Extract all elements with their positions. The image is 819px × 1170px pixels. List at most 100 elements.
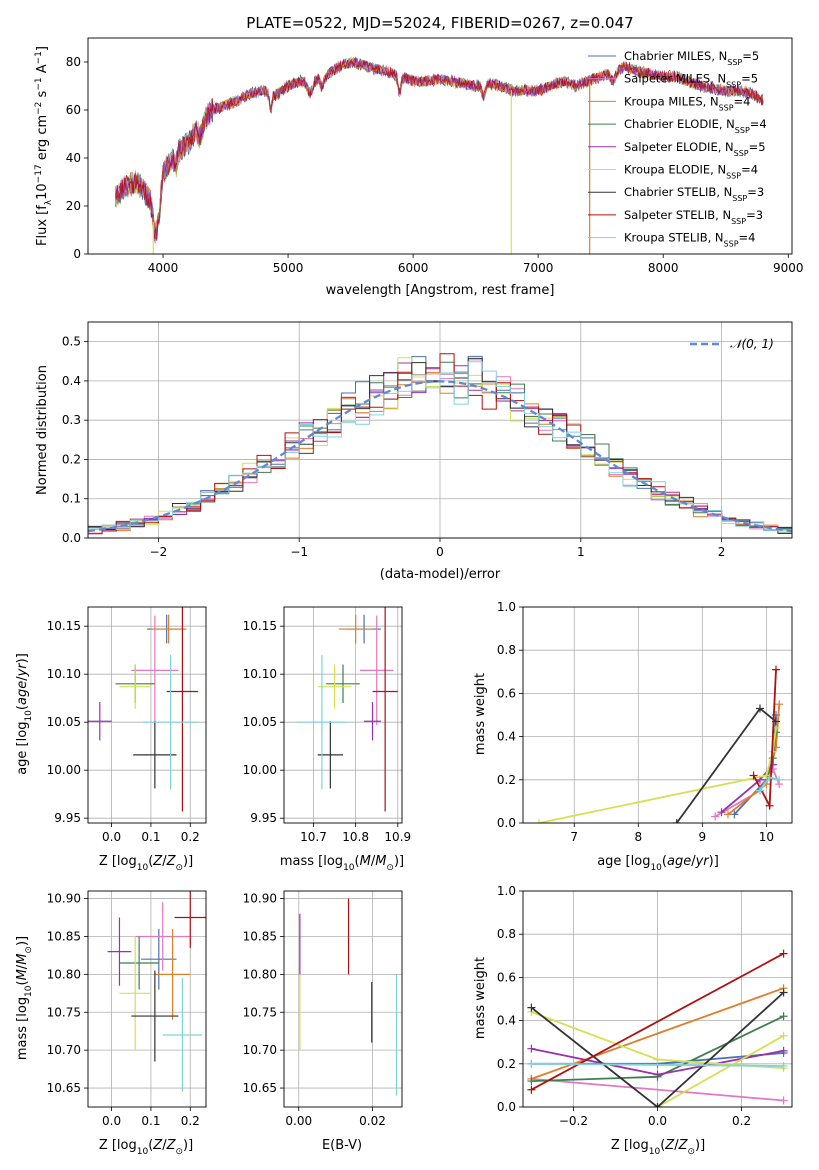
spectrum-title: PLATE=0522, MJD=52024, FIBERID=0267, z=0… xyxy=(246,14,633,32)
legend-label-1: Salpeter MILES, NSSP=5 xyxy=(624,72,758,90)
weight-vs-Z-marker xyxy=(527,1003,536,1012)
mass-vs-EBV-ytick-label: 10.85 xyxy=(243,929,277,943)
residuals-plot-area xyxy=(88,353,792,538)
weight-vs-age-xtick-label: 9 xyxy=(699,830,707,844)
residuals-xtick-label: −1 xyxy=(290,545,308,559)
age-vs-mass-point-4 xyxy=(364,702,381,741)
age-vs-mass-ytick-label: 10.10 xyxy=(243,667,277,681)
weight-vs-age-marker xyxy=(717,808,726,817)
mass-vs-Z-point-8 xyxy=(162,978,203,1092)
legend-label-0: Chabrier MILES, NSSP=5 xyxy=(624,49,759,67)
legend-label-3: Chabrier ELODIE, NSSP=4 xyxy=(624,117,767,135)
weight-vs-Z-ytick-label: 0.8 xyxy=(497,927,516,941)
mass-vs-Z-plot-area xyxy=(107,891,206,1092)
weight-vs-age-ylabel: mass weight xyxy=(473,673,488,755)
mass-vs-Z-panel: 0.0 0.1 0.2 10.65 10.70 10.75 10.80 10.85 10.90 xyxy=(47,890,207,1128)
age-vs-Z-xtick-label: 0.1 xyxy=(141,830,160,844)
weight-vs-Z-marker xyxy=(779,1096,788,1105)
residuals-ytick-label: 0.4 xyxy=(62,374,81,388)
legend-label-6: Chabrier STELIB, NSSP=3 xyxy=(624,185,764,203)
age-vs-Z-xlabel: Z [log10(Z/Z⊙)] xyxy=(99,854,193,873)
weight-vs-Z-xtick-label: −0.2 xyxy=(559,1114,588,1128)
age-vs-mass-point-8 xyxy=(296,655,348,790)
weight-vs-age-marker xyxy=(723,810,732,819)
spectrum-xtick-label: 7000 xyxy=(523,261,554,275)
mass-vs-Z-xtick-label: 0.1 xyxy=(141,1114,160,1128)
weight-vs-Z-ytick-label: 0.2 xyxy=(497,1057,516,1071)
mass-vs-EBV-frame xyxy=(283,890,403,1108)
weight-vs-age-frame xyxy=(522,606,793,824)
weight-vs-age-marker xyxy=(775,775,784,784)
residuals-xtick-label: −2 xyxy=(150,545,168,559)
weight-vs-age-ytick-label: 0.2 xyxy=(497,773,516,787)
weight-vs-Z-series-8 xyxy=(527,949,788,1094)
weight-vs-age-marker xyxy=(755,704,764,713)
weight-vs-Z-marker xyxy=(779,949,788,958)
weight-vs-age-marker xyxy=(775,700,784,709)
weight-vs-age-xtick-label: 7 xyxy=(570,830,578,844)
age-vs-Z-ytick-label: 10.05 xyxy=(47,715,81,729)
mass-vs-EBV-plot-area xyxy=(299,898,398,1096)
age-vs-mass-ytick-label: 10.15 xyxy=(243,619,277,633)
residuals-ytick-label: 0.0 xyxy=(62,531,81,545)
age-vs-Z-ylabel: age [log10(age/yr)] xyxy=(15,653,34,775)
legend-label-7: Salpeter STELIB, NSSP=3 xyxy=(624,208,763,226)
mass-vs-Z-point-6 xyxy=(131,970,179,1062)
weight-vs-Z-marker xyxy=(779,988,788,997)
weight-vs-Z-marker xyxy=(527,1077,536,1086)
age-vs-Z-frame xyxy=(87,606,207,824)
mass-vs-Z-point-2 xyxy=(154,928,191,1020)
mass-vs-EBV-ytick-label: 10.75 xyxy=(243,1005,277,1019)
mass-vs-EBV-ytick-label: 10.80 xyxy=(243,967,277,981)
weight-vs-age-marker xyxy=(672,819,681,823)
spectrum-ytick-label: 40 xyxy=(66,151,81,165)
mass-vs-Z-point-7 xyxy=(174,891,206,948)
weight-vs-age-series-8 xyxy=(755,773,784,795)
mass-vs-EBV-xlabel: E(B-V) xyxy=(322,1138,362,1153)
mass-vs-Z-point-4 xyxy=(107,917,132,986)
weight-vs-Z-plot-area xyxy=(527,949,788,1107)
age-vs-mass-panel: 10.7 10.8 10.9 9.95 10.00 10.05 10.10 10.15 xyxy=(243,606,411,844)
mass-vs-Z-xtick-label: 0.2 xyxy=(181,1114,200,1128)
weight-vs-age-xtick-label: 8 xyxy=(634,830,642,844)
mass-vs-Z-ylabel: mass [log10(M/M⊙)] xyxy=(15,936,34,1060)
weight-vs-Z-marker xyxy=(653,1055,662,1064)
mass-vs-Z-ytick-label: 10.65 xyxy=(47,1081,81,1095)
normal-curve xyxy=(88,380,792,533)
weight-vs-age-marker xyxy=(765,773,774,782)
mass-vs-Z-point-1 xyxy=(135,902,191,971)
weight-vs-Z-xtick-label: 0.2 xyxy=(732,1114,751,1128)
spectrum-panel: 4000 5000 6000 7000 8000 9000 0 20 40 60 80 xyxy=(66,37,804,275)
weight-vs-age-ytick-label: 0.4 xyxy=(497,730,516,744)
mass-vs-Z-frame xyxy=(87,890,207,1108)
weight-vs-age-ytick-label: 0.6 xyxy=(497,686,516,700)
mass-vs-Z-ytick-label: 10.70 xyxy=(47,1043,81,1057)
weight-vs-age-marker xyxy=(749,771,758,780)
weight-vs-age-marker xyxy=(755,786,764,795)
residual-hist-8 xyxy=(88,361,792,538)
mass-vs-EBV-panel: 0.00 0.02 10.65 10.70 10.75 10.80 10.85 10.90 xyxy=(243,890,403,1128)
residual-xlabel: (data-model)/error xyxy=(380,567,501,582)
weight-vs-age-plot-area xyxy=(535,665,784,823)
age-vs-mass-point-2 xyxy=(338,614,373,644)
age-vs-mass-point-7 xyxy=(372,607,398,812)
mass-vs-EBV-ytick-label: 10.65 xyxy=(243,1081,277,1095)
legend-label-4: Salpeter ELODIE, NSSP=5 xyxy=(624,140,766,158)
spectrum-xtick-label: 8000 xyxy=(648,261,679,275)
spectrum-xtick-label: 9000 xyxy=(773,261,804,275)
weight-vs-Z-ytick-label: 1.0 xyxy=(497,884,516,898)
mass-vs-Z-ytick-label: 10.85 xyxy=(47,929,81,943)
weight-vs-Z-series-7 xyxy=(527,988,788,1107)
age-vs-mass-point-5 xyxy=(317,664,352,709)
spectrum-xtick-label: 6000 xyxy=(398,261,429,275)
weight-vs-Z-xlabel: Z [log10(Z/Z⊙)] xyxy=(611,1138,705,1157)
weight-vs-age-xtick-label: 10 xyxy=(759,830,774,844)
weight-vs-Z-ytick-label: 0.0 xyxy=(497,1100,516,1114)
weight-vs-age-series-7 xyxy=(749,665,780,810)
residuals-ytick-label: 0.5 xyxy=(62,335,81,349)
mass-vs-Z-ytick-label: 10.90 xyxy=(47,892,81,906)
weight-vs-Z-marker xyxy=(779,1046,788,1055)
spectrum-xlabel: wavelength [Angstrom, rest frame] xyxy=(326,283,555,298)
mass-vs-EBV-xtick-label: 0.02 xyxy=(359,1114,386,1128)
